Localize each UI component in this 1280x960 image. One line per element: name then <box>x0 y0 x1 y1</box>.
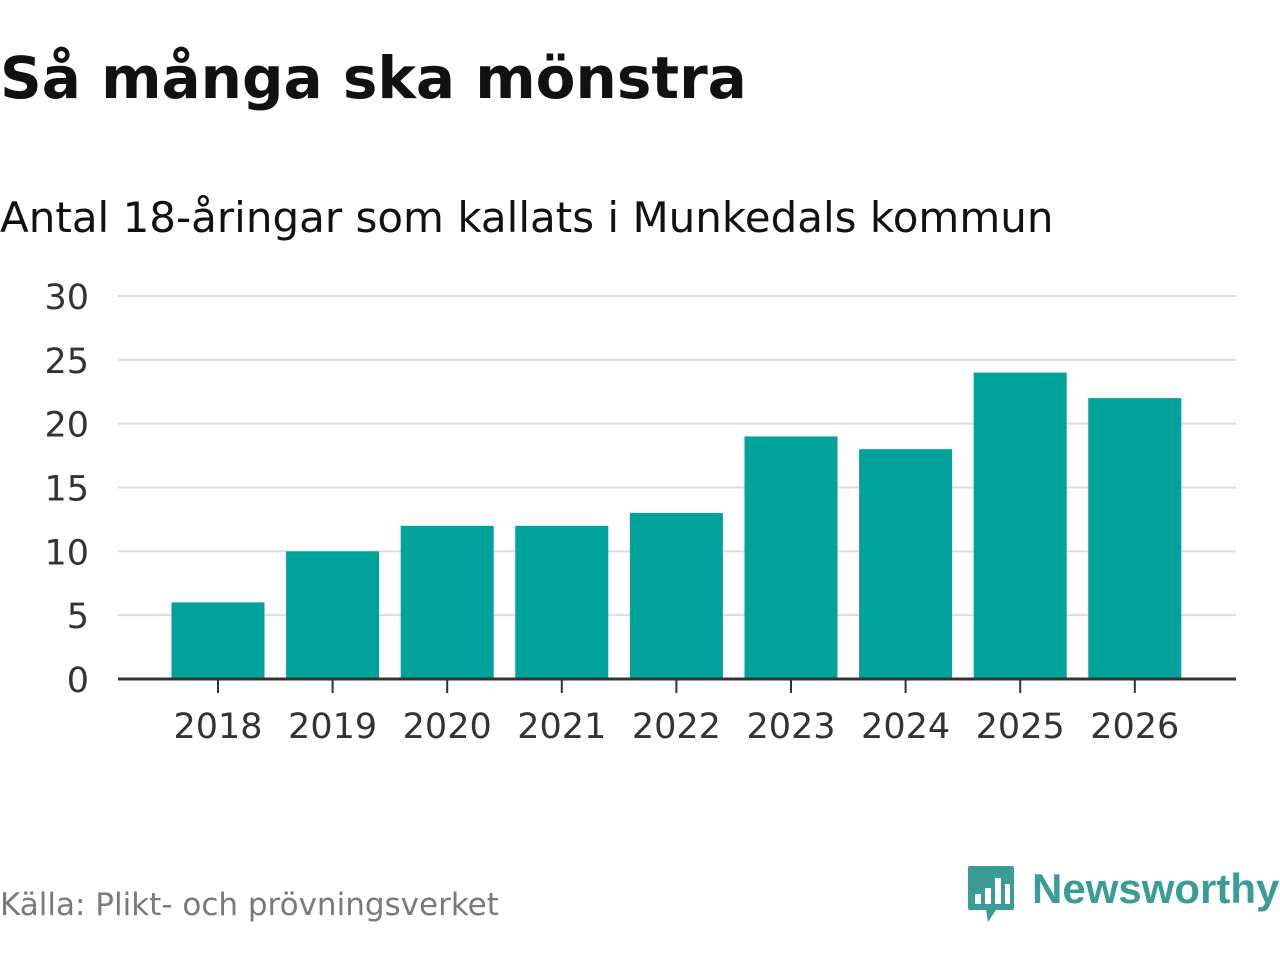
y-tick-label: 10 <box>44 533 89 573</box>
bars <box>171 372 1182 679</box>
y-tick-label: 0 <box>67 661 89 701</box>
bar-2021 <box>515 525 609 679</box>
bar-2023 <box>744 436 838 679</box>
x-tick-label: 2025 <box>976 707 1065 747</box>
bar-2025 <box>973 372 1067 679</box>
y-tick-label: 30 <box>44 278 89 318</box>
y-tick-label: 25 <box>44 342 89 382</box>
bar-2024 <box>859 449 953 679</box>
y-tick-label: 20 <box>44 406 89 446</box>
chart-title: Så många ska mönstra <box>0 44 747 112</box>
bar-2020 <box>400 525 494 679</box>
x-tick-label: 2024 <box>861 707 950 747</box>
brand-logo: Newsworthy <box>966 864 1279 926</box>
x-tick-label: 2023 <box>746 707 835 747</box>
bar-2018 <box>171 602 265 679</box>
x-tick-label: 2019 <box>288 707 377 747</box>
chart-subtitle: Antal 18-åringar som kallats i Munkedals… <box>0 193 1054 242</box>
x-axis-ticks: 2018 2019 2020 2021 2022 2023 2024 2025 2026 <box>173 679 1179 747</box>
source-note: Källa: Plikt- och prövningsverket <box>0 887 499 923</box>
x-tick-label: 2022 <box>632 707 721 747</box>
bar-2026 <box>1088 398 1182 679</box>
bar-2022 <box>629 513 723 679</box>
y-tick-label: 15 <box>44 470 89 510</box>
y-axis-ticks: 0 5 10 15 20 25 30 <box>44 278 89 701</box>
brand-name: Newsworthy <box>1032 865 1280 912</box>
x-tick-label: 2026 <box>1090 707 1179 747</box>
bar-chart-speech-bubble-icon <box>968 866 1014 922</box>
y-tick-label: 5 <box>67 597 89 637</box>
x-tick-label: 2018 <box>173 707 262 747</box>
x-tick-label: 2020 <box>403 707 492 747</box>
bar-2019 <box>286 551 380 679</box>
x-tick-label: 2021 <box>517 707 606 747</box>
